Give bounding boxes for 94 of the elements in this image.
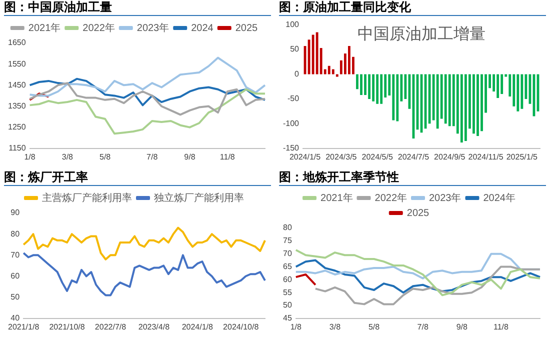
y-tick-label: 65 [282, 262, 292, 271]
legend-label: 2023年 [136, 22, 170, 34]
y-tick-label: 0 [294, 69, 300, 78]
bar [348, 46, 350, 74]
x-tick-label: 2024/10/8 [223, 322, 260, 332]
bar [396, 74, 399, 122]
y-tick-label: 60 [282, 274, 292, 284]
chart-title: 图：中国原油加工量 [4, 0, 271, 16]
bar [392, 74, 395, 120]
y-tick-label: 80 [10, 229, 20, 238]
y-tick-label: 40 [10, 314, 20, 323]
legend-label: 2021年 [28, 22, 61, 34]
y-tick-label: 1150 [8, 144, 26, 153]
bar [316, 32, 318, 74]
legend-label: 2022年 [82, 22, 115, 34]
bar [476, 74, 479, 136]
x-tick-label: 3/8 [329, 322, 342, 332]
y-tick-label: 50 [290, 44, 300, 54]
bar [436, 74, 439, 129]
bar [360, 74, 362, 96]
y-tick-label: -100 [282, 118, 300, 128]
y-tick-label: 50 [282, 300, 292, 310]
bar [368, 74, 370, 99]
x-tick-label: 2024/1/5 [289, 152, 322, 162]
x-tick-label: 1/8 [24, 152, 36, 162]
y-tick-label: 75 [282, 236, 292, 246]
x-tick-label: 2021/10/8 [49, 322, 86, 332]
x-tick-label: 3/8 [62, 152, 74, 162]
x-tick-label: 2024/7/5 [398, 152, 430, 162]
y-tick-label: -150 [282, 144, 300, 153]
x-tick-label: 2024/3/5 [326, 152, 358, 162]
bar [444, 74, 447, 124]
x-tick-label: 9/8 [184, 152, 196, 162]
bar [472, 74, 475, 134]
y-tick-label: 90 [10, 208, 20, 218]
y-tick-label: 60 [10, 271, 20, 280]
legend-label: 2022年 [374, 192, 408, 204]
x-tick-label: 7/8 [146, 152, 158, 162]
y-tick-label: 1250 [8, 122, 26, 132]
y-tick-label: 80 [282, 223, 292, 232]
chart-title: 图：炼厂开工率 [4, 170, 271, 186]
bar [332, 69, 334, 74]
annotation: 中国原油加工增量 [358, 25, 486, 44]
x-tick-label: 2024/1/8 [182, 322, 214, 332]
x-tick-label: 11/8 [220, 152, 236, 162]
y-tick-label: -50 [287, 94, 300, 104]
y-tick-label: 50 [10, 292, 20, 302]
bar [328, 66, 330, 74]
chart-title: 图：原油加工量同比变化 [279, 0, 546, 16]
bar [336, 74, 338, 77]
bar [516, 74, 520, 112]
y-tick-label: 70 [282, 249, 292, 258]
x-tick-label: 2023/4/8 [138, 322, 170, 332]
x-tick-label: 9/8 [456, 322, 468, 332]
y-tick-label: 55 [282, 288, 292, 297]
x-tick-label: 11/8 [493, 322, 509, 332]
x-tick-label: 5/8 [368, 322, 380, 332]
x-tick-label: 7/8 [417, 322, 429, 332]
bar [376, 74, 379, 104]
x-tick-label: 2025/1/5 [506, 152, 538, 162]
x-tick-label: 1/8 [290, 322, 302, 332]
x-tick-label: 2022/7/8 [94, 322, 127, 332]
y-tick-label: 45 [282, 314, 292, 323]
x-tick-label: 5/8 [100, 152, 112, 162]
y-tick-label: 1450 [8, 80, 26, 90]
legend-label: 2025 [406, 208, 430, 219]
x-tick-label: 2024/9/5 [434, 152, 466, 162]
y-tick-label: 1550 [8, 59, 26, 68]
bar [404, 74, 407, 99]
bar [460, 74, 463, 142]
legend-label: 独立炼厂产能利用率 [154, 192, 244, 204]
legend-label: 2025 [235, 22, 258, 34]
y-tick-label: 1350 [8, 101, 26, 110]
bar [380, 74, 383, 104]
bar [520, 74, 524, 109]
y-tick-label: 1650 [8, 38, 26, 48]
bar [464, 74, 467, 141]
bar [312, 34, 314, 74]
y-tick-label: 100 [286, 20, 300, 30]
legend-label: 2024 [191, 22, 214, 34]
bar [496, 74, 500, 98]
bar [372, 74, 375, 102]
legend-label: 2024年 [483, 192, 516, 204]
bar [448, 74, 451, 126]
legend-label: 2023年 [429, 192, 462, 204]
chart-title: 图：地炼开工率季节性 [279, 170, 546, 186]
x-tick-label: 2024/5/5 [362, 152, 394, 162]
legend-label: 2021年 [320, 192, 353, 204]
bar [364, 74, 366, 96]
bar [500, 74, 504, 94]
y-tick-label: 70 [10, 250, 20, 260]
x-tick-label: 2021/1/8 [8, 322, 40, 332]
x-tick-label: 2024/11/5 [468, 152, 504, 162]
legend-label: 主营炼厂产能利用率 [42, 192, 132, 204]
